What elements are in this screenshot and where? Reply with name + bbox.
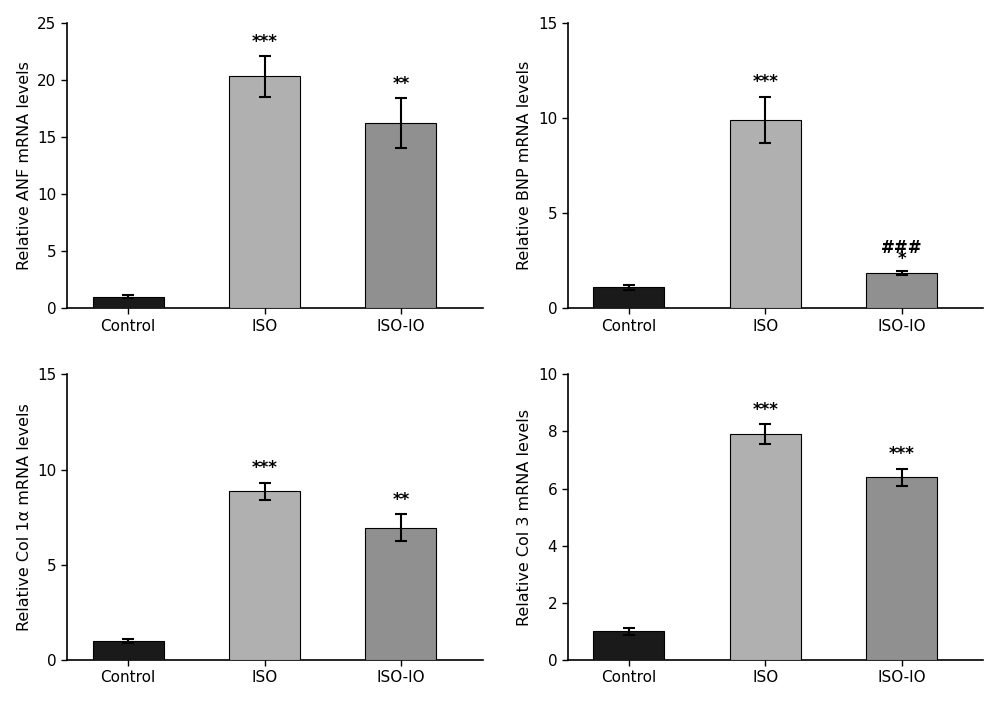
Text: ***: ***: [252, 459, 277, 477]
Text: ***: ***: [752, 73, 778, 91]
Text: ###: ###: [881, 239, 922, 258]
Y-axis label: Relative Col 1α mRNA levels: Relative Col 1α mRNA levels: [17, 403, 32, 631]
Bar: [365, 528, 436, 660]
Bar: [229, 491, 300, 660]
Text: ***: ***: [252, 33, 277, 51]
Bar: [93, 641, 164, 660]
Bar: [866, 477, 937, 660]
Text: ***: ***: [752, 401, 778, 418]
Bar: [730, 435, 801, 660]
Bar: [593, 287, 664, 308]
Y-axis label: Relative BNP mRNA levels: Relative BNP mRNA levels: [517, 61, 532, 270]
Bar: [93, 297, 164, 308]
Y-axis label: Relative ANF mRNA levels: Relative ANF mRNA levels: [17, 61, 32, 270]
Y-axis label: Relative Col 3 mRNA levels: Relative Col 3 mRNA levels: [517, 409, 532, 625]
Text: *: *: [897, 250, 906, 268]
Bar: [593, 631, 664, 660]
Text: ***: ***: [889, 445, 914, 463]
Bar: [229, 77, 300, 308]
Text: **: **: [392, 76, 409, 93]
Bar: [365, 123, 436, 308]
Text: **: **: [392, 491, 409, 508]
Bar: [866, 273, 937, 308]
Bar: [730, 120, 801, 308]
